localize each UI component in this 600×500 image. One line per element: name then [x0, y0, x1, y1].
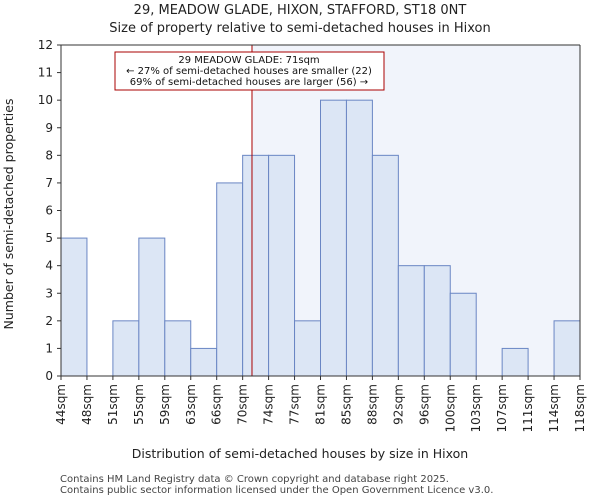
y-axis-label: Number of semi-detached properties: [1, 99, 16, 330]
x-ticks: 44sqm 48sqm 51sqm 55sqm 59sqm 63sqm 66sqm 70sqm…: [54, 376, 587, 432]
y-tick-label: 5: [45, 231, 53, 245]
bar-107sqm: [501, 347, 529, 377]
bar-51sqm: [112, 320, 140, 377]
chart-subtitle: Size of property relative to semi-detach…: [109, 21, 490, 36]
x-tick-label: 100sqm: [443, 384, 457, 432]
bar-59sqm: [164, 320, 192, 377]
y-tick-label: 6: [45, 204, 53, 218]
x-tick-label: 85sqm: [339, 384, 353, 425]
x-tick-label: 44sqm: [54, 384, 68, 425]
x-tick-label: 59sqm: [158, 384, 172, 425]
x-tick-label: 118sqm: [573, 384, 587, 432]
y-tick-label: 11: [38, 66, 53, 80]
annotation-smaller: ← 27% of semi-detached houses are smalle…: [126, 66, 372, 77]
x-tick-label: 74sqm: [262, 384, 276, 425]
y-tick-label: 1: [45, 341, 53, 355]
x-tick-label: 66sqm: [210, 384, 224, 425]
bar-96sqm: [423, 265, 451, 377]
y-tick-label: 3: [45, 286, 53, 300]
x-tick-label: 111sqm: [521, 384, 535, 432]
x-tick-label: 114sqm: [547, 384, 561, 432]
x-tick-label: 96sqm: [417, 384, 431, 425]
x-tick-label: 88sqm: [365, 384, 379, 425]
annotation-border: [114, 51, 385, 91]
chart-title: 29, MEADOW GLADE, HIXON, STAFFORD, ST18 …: [134, 3, 467, 18]
y-tick-label: 0: [45, 369, 53, 383]
bar-44sqm: [60, 237, 88, 377]
bar-92sqm: [397, 265, 425, 377]
x-tick-label: 51sqm: [106, 384, 120, 425]
bar-81sqm: [320, 99, 347, 377]
y-tick-label: 2: [45, 314, 53, 328]
x-axis-label: Distribution of semi-detached houses by …: [132, 446, 468, 461]
y-tick-label: 9: [45, 121, 53, 135]
bar-100sqm: [449, 292, 477, 377]
x-tick-label: 77sqm: [288, 384, 302, 425]
footer-line-2: Contains public sector information licen…: [60, 485, 493, 496]
y-tick-label: 7: [45, 176, 53, 190]
bar-63sqm: [190, 347, 218, 377]
x-tick-label: 48sqm: [80, 384, 94, 425]
bar-74sqm: [268, 154, 296, 377]
x-tick-label: 103sqm: [469, 384, 483, 432]
y-tick-label: 4: [45, 259, 53, 273]
x-tick-label: 63sqm: [184, 384, 198, 425]
bar-66sqm: [216, 182, 244, 377]
bar-85sqm: [345, 99, 373, 377]
bar-114sqm: [553, 320, 581, 377]
x-tick-label: 107sqm: [495, 384, 509, 432]
bar-88sqm: [371, 154, 399, 377]
x-tick-label: 55sqm: [132, 384, 146, 425]
y-tick-label: 8: [45, 148, 53, 162]
annotation-box: 29 MEADOW GLADE: 71sqm ← 27% of semi-det…: [114, 51, 385, 91]
footer-line-1: Contains HM Land Registry data © Crown c…: [60, 474, 449, 485]
annotation-title: 29 MEADOW GLADE: 71sqm: [178, 55, 319, 66]
x-tick-label: 92sqm: [391, 384, 405, 425]
x-tick-label: 81sqm: [314, 384, 328, 425]
bar-55sqm: [138, 237, 166, 377]
bar-70sqm: [242, 154, 270, 377]
y-tick-label: 10: [38, 93, 53, 107]
annotation-larger: 69% of semi-detached houses are larger (…: [130, 77, 368, 88]
y-tick-label: 12: [38, 38, 53, 52]
bar-77sqm: [294, 320, 321, 377]
x-tick-label: 70sqm: [236, 384, 250, 425]
